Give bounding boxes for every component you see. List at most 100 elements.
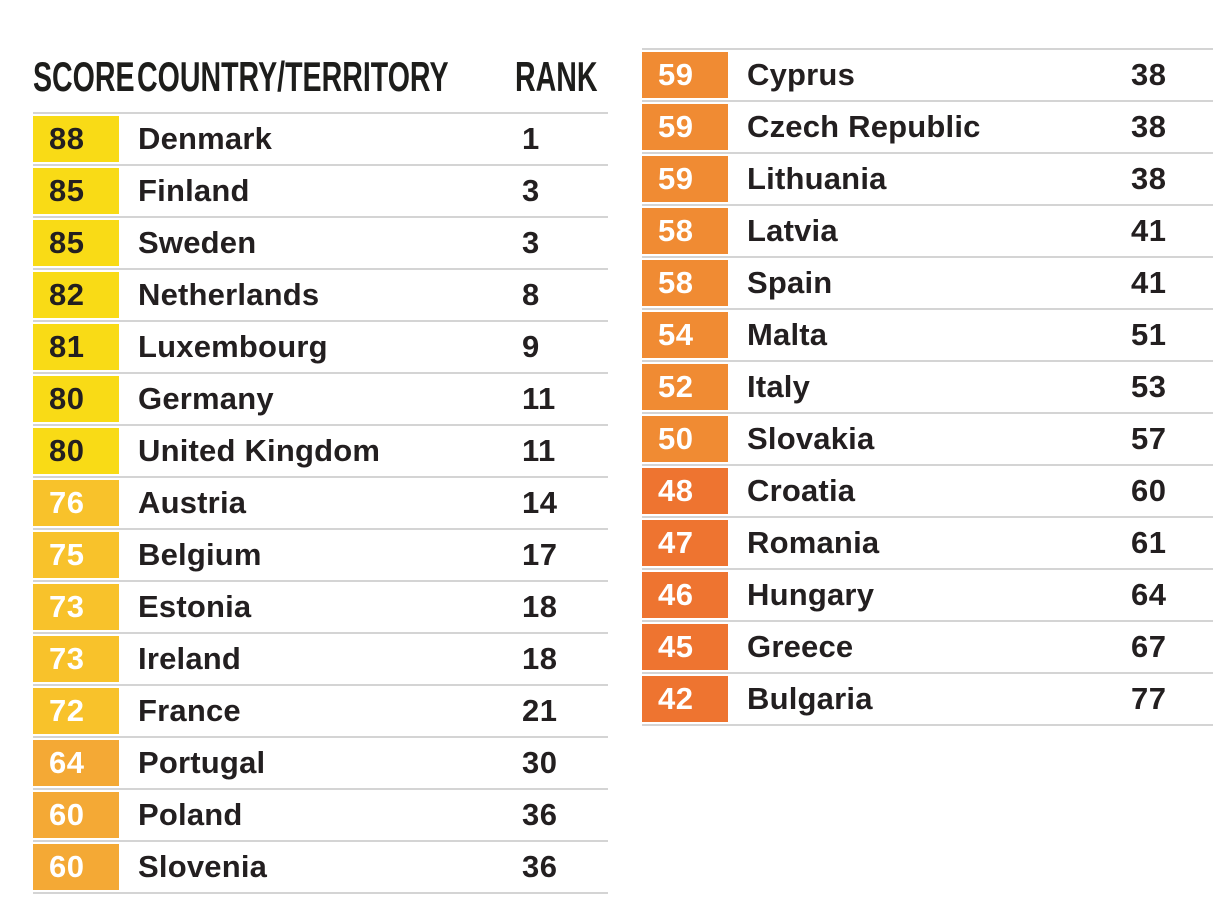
country-name: Slovakia bbox=[747, 421, 875, 456]
rank-value: 53 bbox=[1131, 369, 1167, 404]
country-name: Hungary bbox=[747, 577, 875, 612]
table-row: 60 Slovenia 36 bbox=[33, 840, 608, 892]
rank-value: 17 bbox=[522, 537, 558, 572]
country-name: Croatia bbox=[747, 473, 856, 508]
country-name: Latvia bbox=[747, 213, 838, 248]
score-badge: 58 bbox=[642, 260, 728, 306]
score-badge: 48 bbox=[642, 468, 728, 514]
table-row: 46 Hungary 64 bbox=[642, 568, 1213, 620]
rank-value: 57 bbox=[1131, 421, 1167, 456]
rank-value: 21 bbox=[522, 693, 558, 728]
country-name: Poland bbox=[138, 797, 243, 832]
score-badge: 58 bbox=[642, 208, 728, 254]
header-country-territory: COUNTRY/TERRITORY bbox=[137, 53, 449, 100]
score-badge: 59 bbox=[642, 156, 728, 202]
table-row: 88 Denmark 1 bbox=[33, 112, 608, 164]
rank-value: 60 bbox=[1131, 473, 1167, 508]
rank-value: 36 bbox=[522, 797, 558, 832]
rank-value: 9 bbox=[522, 329, 540, 364]
table-row: 73 Ireland 18 bbox=[33, 632, 608, 684]
table-row: 45 Greece 67 bbox=[642, 620, 1213, 672]
table-row: 47 Romania 61 bbox=[642, 516, 1213, 568]
country-name: Bulgaria bbox=[747, 681, 873, 716]
table-row: 80 Germany 11 bbox=[33, 372, 608, 424]
rank-value: 38 bbox=[1131, 57, 1167, 92]
score-badge: 85 bbox=[33, 220, 119, 266]
rank-value: 41 bbox=[1131, 213, 1167, 248]
country-name: Austria bbox=[138, 485, 247, 520]
score-badge: 47 bbox=[642, 520, 728, 566]
rank-value: 51 bbox=[1131, 317, 1167, 352]
rank-value: 41 bbox=[1131, 265, 1167, 300]
table-row: 58 Spain 41 bbox=[642, 256, 1213, 308]
table-row: 85 Finland 3 bbox=[33, 164, 608, 216]
score-badge: 81 bbox=[33, 324, 119, 370]
country-name: Greece bbox=[747, 629, 854, 664]
country-name: Belgium bbox=[138, 537, 262, 572]
country-name: Sweden bbox=[138, 225, 257, 260]
rank-value: 11 bbox=[522, 381, 556, 416]
rank-value: 8 bbox=[522, 277, 540, 312]
country-name: France bbox=[138, 693, 241, 728]
table-row: 59 Czech Republic 38 bbox=[642, 100, 1213, 152]
score-badge: 54 bbox=[642, 312, 728, 358]
country-name: Portugal bbox=[138, 745, 266, 780]
rank-value: 14 bbox=[522, 485, 558, 520]
table-row: 59 Lithuania 38 bbox=[642, 152, 1213, 204]
score-badge: 50 bbox=[642, 416, 728, 462]
table-row: 72 France 21 bbox=[33, 684, 608, 736]
score-badge: 60 bbox=[33, 844, 119, 890]
rank-value: 11 bbox=[522, 433, 556, 468]
rank-value: 61 bbox=[1131, 525, 1167, 560]
table-right-column: 59 Cyprus 38 59 Czech Republic 38 59 Lithuania 3… bbox=[642, 48, 1213, 726]
country-name: Ireland bbox=[138, 641, 242, 676]
score-badge: 75 bbox=[33, 532, 119, 578]
table-row: 73 Estonia 18 bbox=[33, 580, 608, 632]
header-rank: RANK bbox=[515, 53, 598, 100]
country-name: Malta bbox=[747, 317, 828, 352]
table-row: 76 Austria 14 bbox=[33, 476, 608, 528]
rows-right: 59 Cyprus 38 59 Czech Republic 38 59 Lithuania 3… bbox=[642, 48, 1213, 726]
table-row: 50 Slovakia 57 bbox=[642, 412, 1213, 464]
score-badge: 73 bbox=[33, 636, 119, 682]
rank-value: 18 bbox=[522, 641, 558, 676]
rank-value: 30 bbox=[522, 745, 558, 780]
rows-left: 88 Denmark 1 85 Finland 3 85 Sweden 3 82 Netherlan… bbox=[33, 112, 608, 894]
score-badge: 85 bbox=[33, 168, 119, 214]
rank-value: 36 bbox=[522, 849, 558, 884]
table-row: 60 Poland 36 bbox=[33, 788, 608, 840]
country-name: Lithuania bbox=[747, 161, 887, 196]
country-name: Finland bbox=[138, 173, 250, 208]
score-badge: 80 bbox=[33, 376, 119, 422]
rank-value: 64 bbox=[1131, 577, 1167, 612]
table-row: 80 United Kingdom 11 bbox=[33, 424, 608, 476]
score-badge: 64 bbox=[33, 740, 119, 786]
score-badge: 45 bbox=[642, 624, 728, 670]
country-name: Denmark bbox=[138, 121, 273, 156]
country-name: Italy bbox=[747, 369, 811, 404]
country-name: Romania bbox=[747, 525, 880, 560]
table-row: 42 Bulgaria 77 bbox=[642, 672, 1213, 724]
score-badge: 82 bbox=[33, 272, 119, 318]
table-row: 52 Italy 53 bbox=[642, 360, 1213, 412]
country-name: Netherlands bbox=[138, 277, 320, 312]
score-badge: 46 bbox=[642, 572, 728, 618]
rank-value: 38 bbox=[1131, 161, 1167, 196]
score-badge: 73 bbox=[33, 584, 119, 630]
rank-value: 18 bbox=[522, 589, 558, 624]
score-badge: 88 bbox=[33, 116, 119, 162]
score-badge: 76 bbox=[33, 480, 119, 526]
score-badge: 52 bbox=[642, 364, 728, 410]
header-score: SCORE bbox=[33, 53, 135, 100]
country-name: Germany bbox=[138, 381, 274, 416]
rank-value: 3 bbox=[522, 225, 540, 260]
score-badge: 72 bbox=[33, 688, 119, 734]
score-badge: 59 bbox=[642, 104, 728, 150]
rank-value: 1 bbox=[522, 121, 540, 156]
table-row: 58 Latvia 41 bbox=[642, 204, 1213, 256]
score-badge: 60 bbox=[33, 792, 119, 838]
country-name: Cyprus bbox=[747, 57, 856, 92]
table-row: 75 Belgium 17 bbox=[33, 528, 608, 580]
score-badge: 42 bbox=[642, 676, 728, 722]
